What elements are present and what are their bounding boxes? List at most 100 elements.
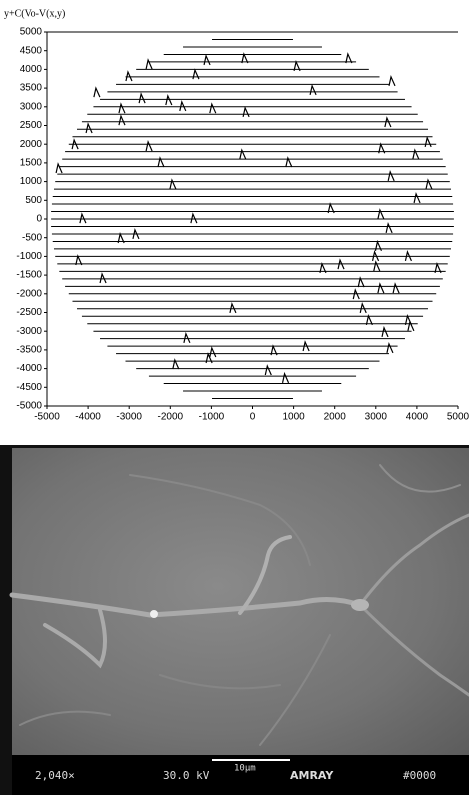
peak	[413, 192, 421, 204]
y-tick-label: -1500	[16, 270, 42, 281]
peak	[117, 232, 125, 244]
y-tick-label: 2500	[20, 120, 43, 131]
x-tick-label: 1000	[282, 412, 305, 423]
y-tick-label: 1500	[20, 158, 43, 169]
peak	[374, 239, 382, 252]
peak	[79, 212, 87, 224]
peak	[241, 52, 249, 64]
sem-image: 2,040× 30.0 kV 10μm AMRAY #0000	[0, 445, 469, 795]
peak	[138, 92, 146, 104]
x-tick-label: 4000	[406, 412, 429, 423]
info-bar	[12, 755, 469, 795]
x-tick-label: -5000	[34, 412, 60, 423]
x-tick-label: 5000	[447, 412, 469, 423]
magnification: 2,040×	[35, 769, 75, 782]
y-tick-label: 0	[36, 214, 42, 225]
peak	[337, 258, 345, 270]
peak	[377, 282, 385, 294]
x-tick-label: -3000	[116, 412, 142, 423]
x-tick-label: -4000	[75, 412, 101, 423]
peak	[392, 282, 400, 294]
peak	[385, 221, 393, 234]
peak	[183, 331, 191, 344]
peak	[378, 142, 386, 154]
peak	[55, 162, 63, 174]
peak	[264, 364, 272, 376]
peak	[157, 156, 165, 168]
y-tick-label: -4000	[16, 363, 42, 374]
peak	[205, 352, 213, 364]
peak	[404, 250, 412, 262]
y-tick-label: 5000	[20, 27, 43, 38]
peak	[302, 340, 310, 352]
peak	[192, 68, 200, 80]
peak	[169, 178, 177, 190]
x-tick-label: 3000	[365, 412, 388, 423]
peak	[145, 58, 153, 70]
peak	[424, 135, 432, 148]
peak	[345, 52, 353, 64]
peak	[388, 74, 396, 87]
grain-boundaries	[9, 464, 469, 746]
peak	[281, 371, 290, 384]
y-tick-label: -2000	[16, 288, 42, 299]
peak	[145, 140, 153, 152]
y-tick-label: -1000	[16, 251, 42, 262]
peak	[209, 346, 217, 358]
peak	[203, 54, 211, 66]
y-tick-label: -3000	[16, 326, 42, 337]
peak	[190, 212, 198, 224]
scale-label: 10μm	[234, 764, 256, 774]
brand: AMRAY	[290, 769, 334, 782]
y-tick-label: 2000	[20, 139, 43, 150]
peak	[319, 261, 327, 274]
y-tick-label: -4500	[16, 382, 42, 393]
image-id: #0000	[403, 769, 436, 782]
peak	[365, 313, 373, 326]
junction	[351, 599, 369, 611]
peak	[239, 148, 247, 160]
peak	[132, 227, 140, 240]
y-tick-label: -2500	[16, 307, 42, 318]
peak	[75, 254, 83, 266]
peak	[285, 156, 293, 168]
y-tick-label: 4500	[20, 45, 43, 56]
x-tick-label: -1000	[199, 412, 225, 423]
y-tick-label: -3500	[16, 345, 42, 356]
y-tick-label: -5000	[16, 401, 42, 412]
voltage: 30.0 kV	[163, 769, 210, 782]
peak	[209, 102, 217, 114]
y-tick-label: 1000	[20, 176, 43, 187]
peak	[425, 178, 433, 190]
peak	[165, 94, 173, 106]
peak	[172, 358, 180, 370]
x-tick-label: 0	[250, 412, 256, 423]
peak	[352, 288, 360, 300]
sem-surface	[12, 448, 469, 755]
peak	[386, 342, 394, 354]
x-tick-label: 2000	[324, 412, 347, 423]
peak	[359, 301, 367, 314]
peak	[387, 169, 395, 182]
peak	[179, 100, 187, 112]
peak	[293, 60, 301, 72]
peak	[270, 344, 278, 356]
particle	[150, 610, 158, 618]
y-axis-label: y+C(Vo-V(x,y)	[4, 8, 65, 19]
peak	[93, 86, 101, 98]
peak	[357, 276, 365, 288]
peak	[412, 148, 420, 160]
peak	[118, 114, 126, 126]
peak	[407, 319, 415, 332]
peak	[381, 325, 389, 338]
chart: y+C(Vo-V(x,y) 50004500400035003000250020…	[4, 8, 469, 423]
peak	[377, 208, 385, 220]
y-tick-label: 4000	[20, 64, 43, 75]
peak	[434, 261, 442, 274]
peak	[373, 260, 381, 272]
y-tick-label: -500	[22, 232, 42, 243]
peak	[99, 272, 107, 284]
y-tick-label: 500	[25, 195, 42, 206]
peak	[384, 116, 392, 128]
